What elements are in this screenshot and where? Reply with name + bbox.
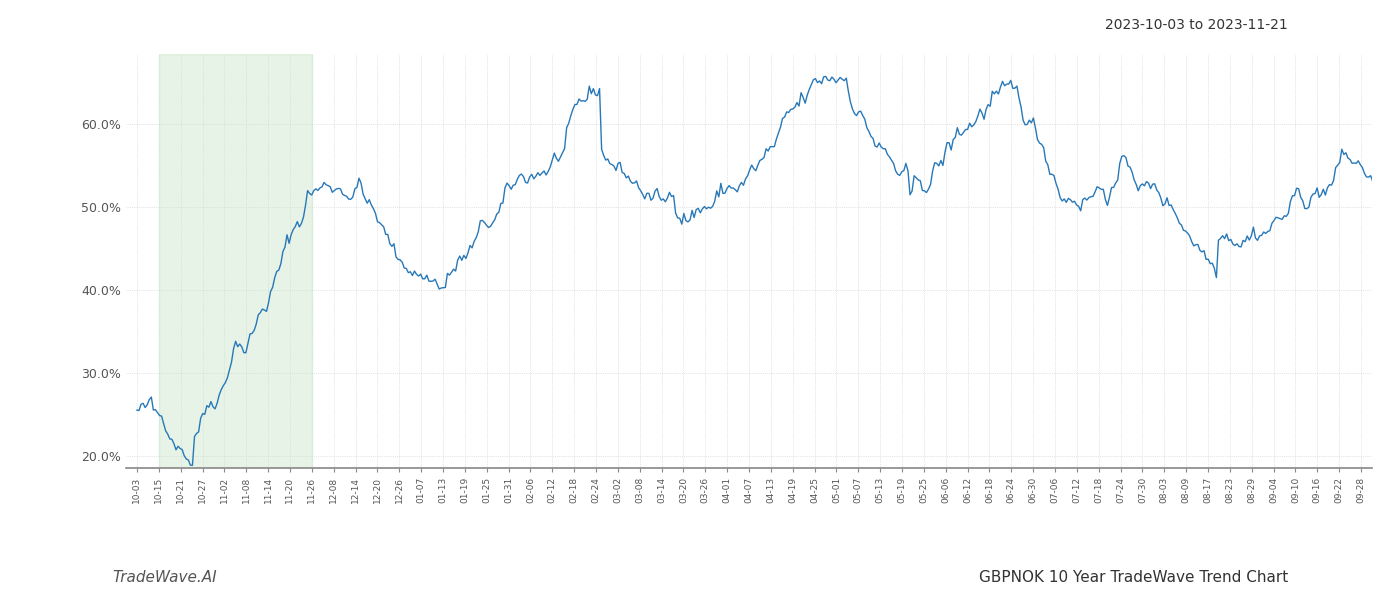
Bar xyxy=(158,54,312,468)
Text: GBPNOK 10 Year TradeWave Trend Chart: GBPNOK 10 Year TradeWave Trend Chart xyxy=(979,570,1288,585)
Text: TradeWave.AI: TradeWave.AI xyxy=(112,570,217,585)
Text: 2023-10-03 to 2023-11-21: 2023-10-03 to 2023-11-21 xyxy=(1105,18,1288,32)
